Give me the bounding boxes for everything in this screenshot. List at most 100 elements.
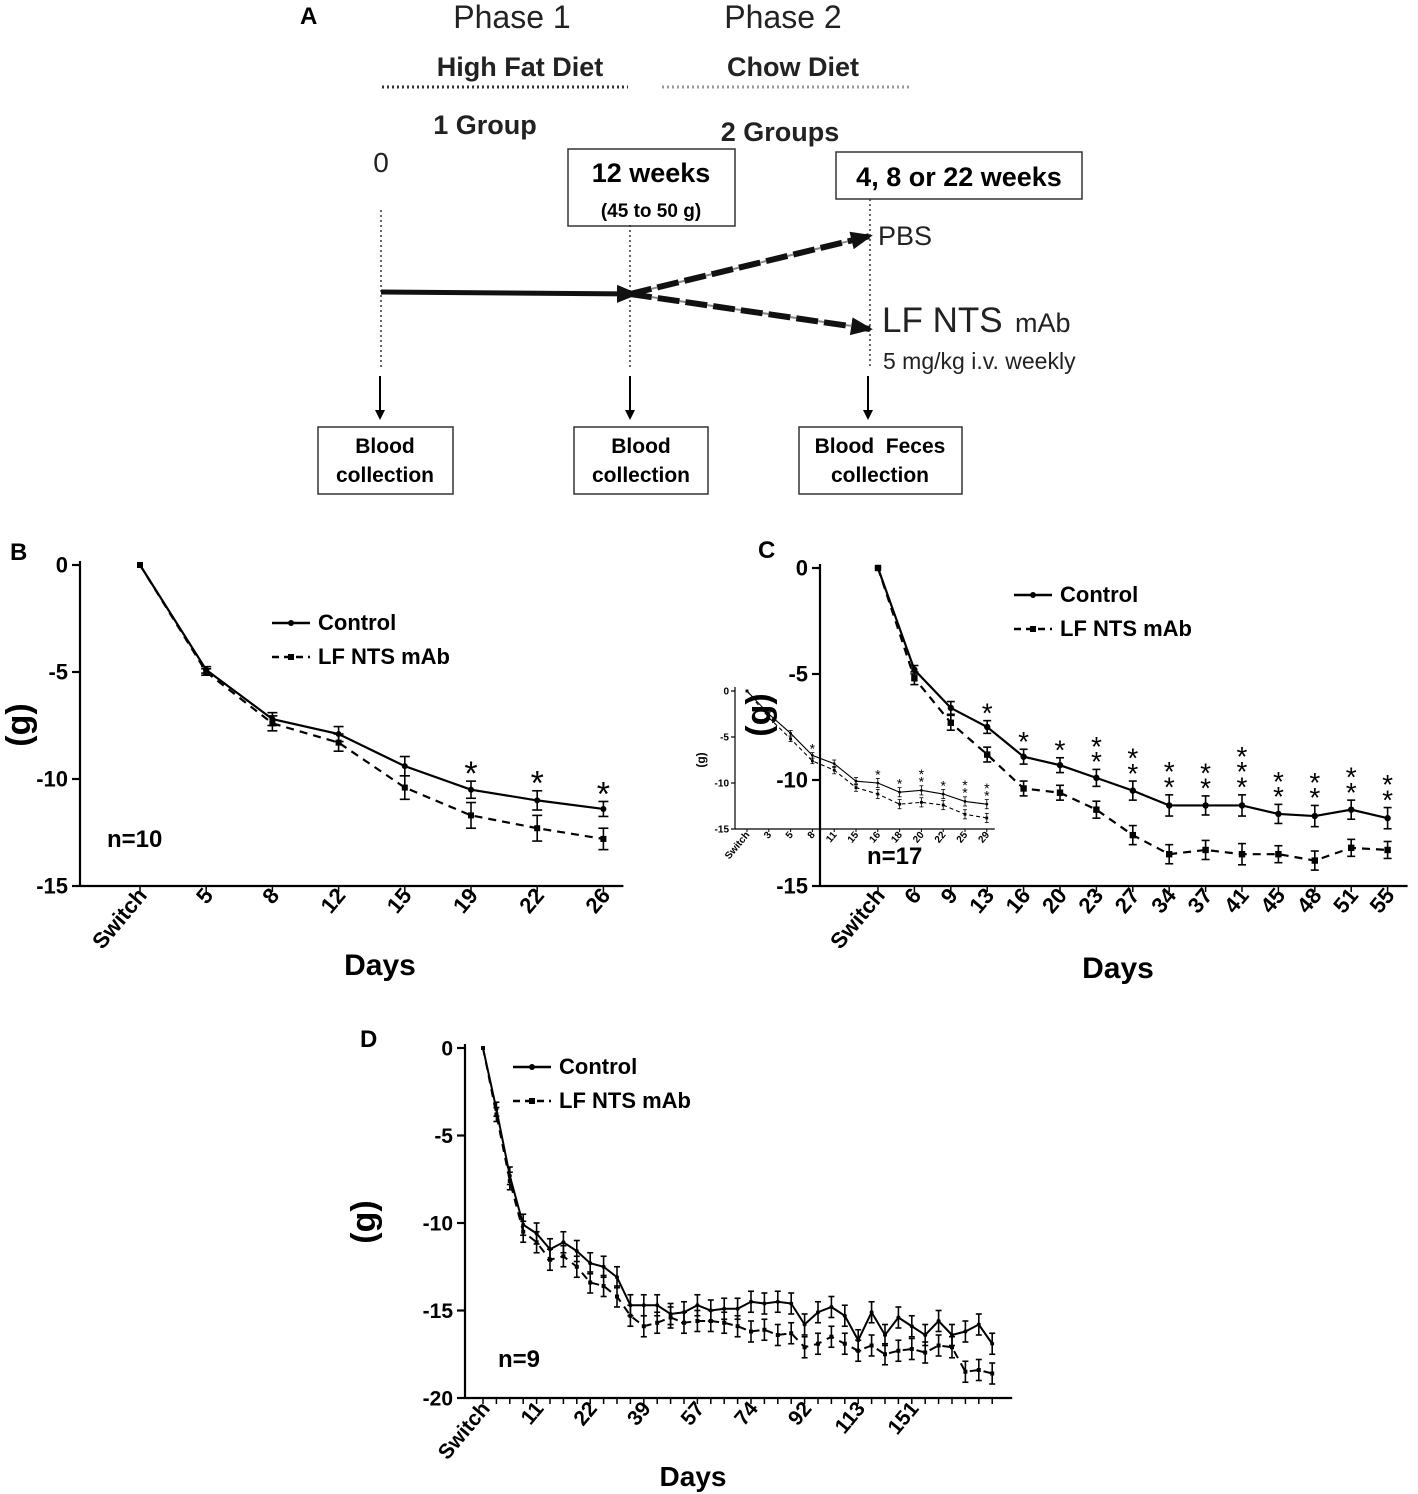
panel-label-a: A bbox=[300, 3, 317, 30]
mab-point bbox=[695, 1319, 700, 1323]
control-point bbox=[923, 1333, 928, 1337]
y-tick-label: -5 bbox=[48, 660, 68, 685]
y-tick-label: -10 bbox=[36, 767, 68, 792]
x-tick-label: 39 bbox=[623, 1397, 656, 1430]
x-tick-label: 92 bbox=[784, 1397, 817, 1430]
x-tick-label: Switch bbox=[87, 883, 152, 953]
x-tick-label: 15 bbox=[846, 830, 862, 846]
mab-point bbox=[802, 1345, 807, 1350]
x-tick-label: 26 bbox=[580, 883, 615, 918]
mab-point bbox=[401, 784, 408, 791]
collection-box-2 bbox=[573, 426, 709, 495]
panel-label-b: B bbox=[10, 539, 27, 566]
control-point bbox=[869, 1310, 874, 1315]
mab-arrow bbox=[629, 291, 873, 336]
significance-star: * bbox=[597, 775, 610, 813]
legend-mab-marker bbox=[288, 654, 294, 660]
significance-star: * bbox=[1200, 773, 1211, 804]
mab-point bbox=[909, 1347, 914, 1351]
chart-panel-c: C0-5-10-15 Switch 6 9 13 16 20 23 27 34 37 41 45 48 51… bbox=[740, 537, 1408, 985]
legend-control-label: Control bbox=[1060, 582, 1138, 607]
mab-point bbox=[521, 1229, 526, 1234]
mab-point bbox=[561, 1254, 566, 1259]
control-point bbox=[963, 1329, 968, 1334]
mab-point bbox=[588, 1280, 593, 1285]
x-tick-label: 34 bbox=[1146, 883, 1181, 918]
treatment-main: LF NTS bbox=[882, 301, 1003, 340]
sample-size-label: n=9 bbox=[498, 1346, 540, 1373]
phase1-timeline-arrow bbox=[380, 284, 639, 303]
mab-point bbox=[745, 689, 749, 693]
mab-point bbox=[628, 1313, 633, 1318]
x-tick-label: 45 bbox=[1255, 883, 1290, 918]
significance-star: * bbox=[1127, 758, 1138, 789]
x-tick-label: 22 bbox=[569, 1397, 602, 1430]
control-point bbox=[816, 1310, 820, 1315]
x-tick-label: 41 bbox=[1219, 883, 1254, 918]
x-tick-label: 27 bbox=[1110, 883, 1145, 918]
x-tick-label: 12 bbox=[316, 883, 351, 918]
mab-point bbox=[548, 1257, 552, 1262]
significance-star: * bbox=[1309, 782, 1320, 813]
control-point bbox=[832, 762, 836, 766]
collection-box-2-line1: Blood bbox=[611, 435, 670, 458]
legend-mab-label: LF NTS mAb bbox=[559, 1088, 691, 1113]
y-tick-label: -20 bbox=[423, 1387, 453, 1410]
control-point bbox=[984, 723, 991, 731]
control-point bbox=[976, 1322, 981, 1327]
significance-star: * bbox=[810, 741, 816, 757]
x-tick-label: 151 bbox=[883, 1397, 923, 1439]
significance-star: * bbox=[1346, 762, 1357, 793]
mab-point bbox=[990, 1371, 995, 1376]
mab-point bbox=[883, 1352, 887, 1357]
control-point bbox=[615, 1275, 619, 1280]
control-point bbox=[574, 1249, 579, 1253]
legend-mab-label: LF NTS mAb bbox=[318, 644, 450, 669]
panel-label-c: C bbox=[758, 537, 775, 564]
control-point bbox=[883, 1333, 887, 1337]
significance-star: * bbox=[1018, 726, 1029, 757]
collection-box-3-line2: collection bbox=[831, 464, 929, 487]
legend-mab-marker bbox=[529, 1098, 535, 1104]
mab-point bbox=[816, 1341, 820, 1346]
significance-star: * bbox=[962, 785, 968, 801]
legend-mab-label: LF NTS mAb bbox=[1060, 616, 1192, 641]
box-12-weeks-line1: 12 weeks bbox=[592, 158, 711, 188]
control-point bbox=[749, 1299, 753, 1304]
legend-control-marker bbox=[288, 620, 294, 626]
significance-star: * bbox=[1237, 756, 1248, 787]
control-point bbox=[1275, 810, 1282, 818]
mab-point bbox=[137, 562, 143, 568]
control-point bbox=[1384, 814, 1391, 822]
control-point bbox=[601, 1264, 606, 1269]
x-tick-label: 20 bbox=[1037, 883, 1072, 918]
mab-point bbox=[947, 719, 954, 726]
group2-label: 2 Groups bbox=[721, 117, 840, 147]
diet2-label: Chow Diet bbox=[727, 52, 859, 82]
mab-point bbox=[269, 720, 276, 727]
schematic-panel: A Phase 1 Phase 2 High Fat Diet Chow Die… bbox=[300, 0, 1083, 495]
mab-point bbox=[789, 1331, 794, 1336]
control-point bbox=[876, 781, 880, 785]
y-tick-label: -5 bbox=[434, 1125, 453, 1148]
control-point bbox=[561, 1240, 566, 1245]
phase2-label: Phase 2 bbox=[724, 0, 841, 35]
mab-point bbox=[574, 1264, 579, 1269]
x-tick-label: 11 bbox=[517, 1397, 549, 1429]
significance-star: * bbox=[1127, 742, 1138, 773]
mab-series-line bbox=[746, 690, 987, 819]
significance-star: * bbox=[875, 766, 881, 782]
control-point bbox=[695, 1303, 700, 1308]
mab-point bbox=[896, 1348, 901, 1353]
control-point bbox=[1348, 806, 1355, 813]
significance-star: * bbox=[897, 776, 903, 792]
mab-point bbox=[335, 739, 342, 746]
control-point bbox=[985, 802, 989, 806]
collection-box-3-line1: Blood Feces bbox=[815, 435, 946, 458]
y-tick-label: -15 bbox=[776, 874, 808, 899]
x-tick-label: 22 bbox=[933, 830, 949, 846]
control-point bbox=[775, 1299, 780, 1304]
significance-star: * bbox=[1273, 766, 1284, 797]
mab-point bbox=[1093, 806, 1100, 813]
